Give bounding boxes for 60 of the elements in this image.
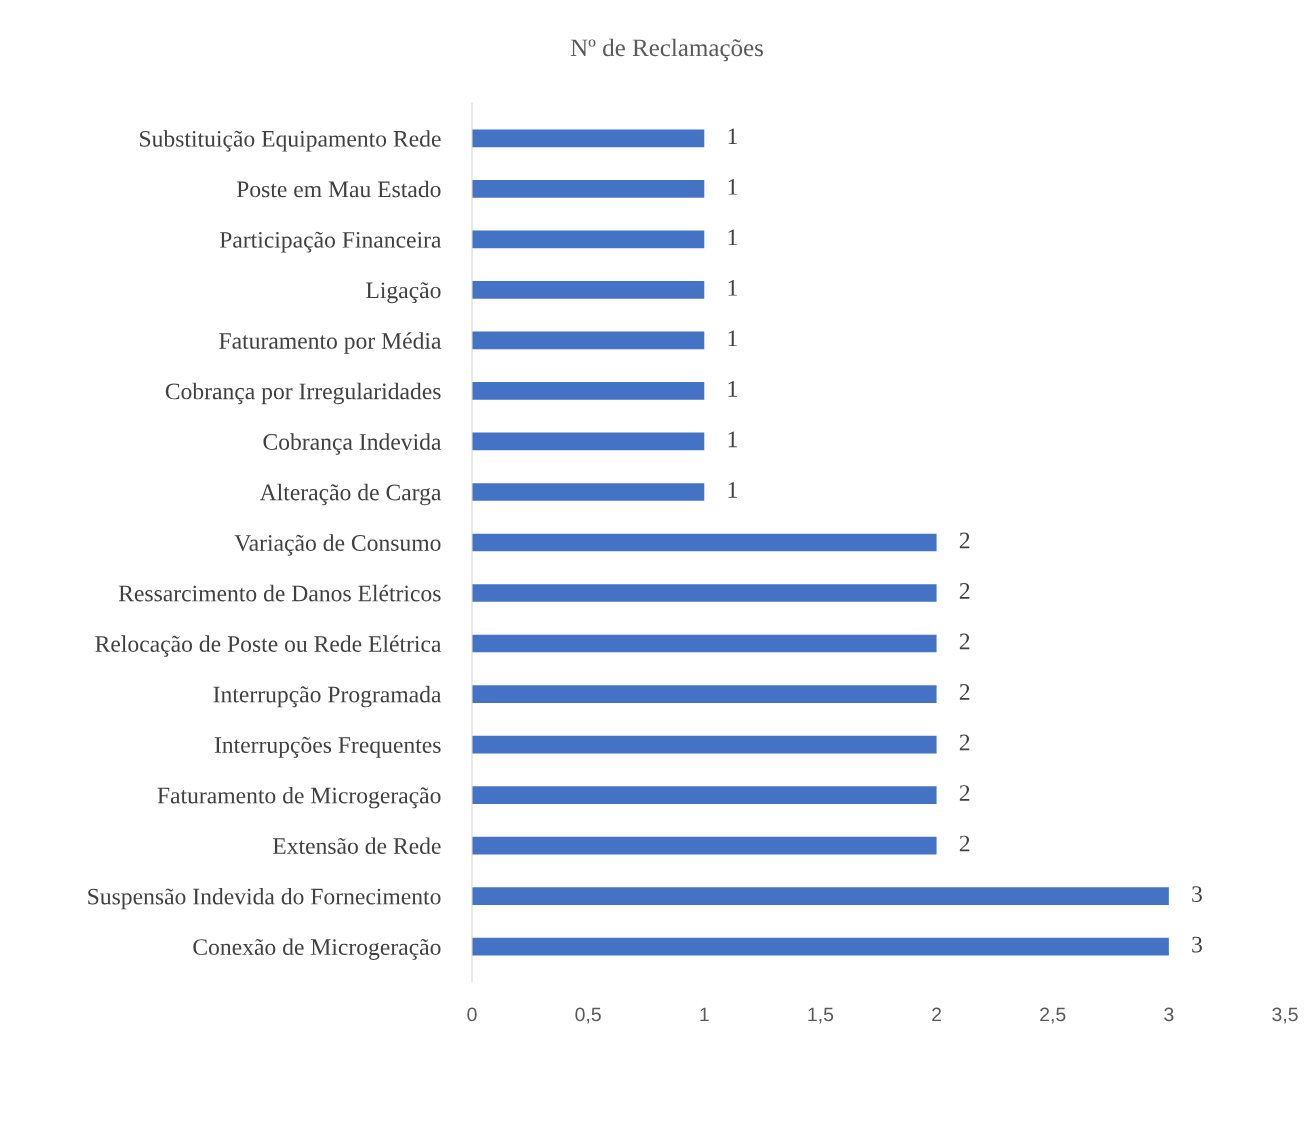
y-tick-label: Suspensão Indevida do Fornecimento [88,887,441,910]
bar [472,331,705,350]
bar [472,129,705,148]
bar [472,887,1169,905]
bar [472,634,937,653]
x-tick-label: 1,5 [808,1007,834,1024]
bar [472,432,705,451]
bar [472,382,705,400]
x-tick-label: 3 [1164,1007,1174,1022]
bar [472,786,937,804]
data-label: 1 [728,178,737,195]
y-tick-label: Interrupção Programada [213,685,442,708]
y-tick-label: Cobrança Indevida [263,433,442,455]
x-tick-label: 1 [700,1007,709,1022]
x-tick-label: 0,5 [575,1007,601,1024]
data-label: 2 [959,532,970,549]
bar [472,584,937,602]
data-label: 2 [959,633,970,650]
y-tick-label: Faturamento de Microgeração [157,786,441,809]
data-label: 2 [959,734,970,751]
data-label: 2 [959,785,970,801]
y-tick-label: Ligação [366,282,441,304]
y-tick-label: Substituição Equipamento Rede [140,130,441,152]
x-tick-label: 2 [932,1007,941,1022]
y-tick-label: Conexão de Microgeração [193,938,441,960]
bar [472,230,705,249]
data-label: 1 [728,229,737,246]
bar [472,836,937,855]
y-tick-label: Cobrança por Irregularidades [165,382,441,405]
y-tick-label: Faturamento por Média [219,332,442,354]
data-label: 2 [959,835,970,852]
y-tick-label: Alteração de Carga [259,483,442,506]
data-label: 3 [1192,886,1202,903]
x-tick-label: 0 [467,1007,477,1022]
bar [472,937,1169,956]
y-tick-label: Relocação de Poste ou Rede Elétrica [95,635,442,657]
data-label: 1 [728,280,737,296]
bar [472,685,937,703]
x-tick-label: 2,5 [1040,1007,1066,1024]
y-tick-label: Ressarcimento de Danos Elétricos [118,584,441,602]
chart-title: Nº de Reclamações [570,38,763,62]
bar [472,735,937,754]
y-tick-label: Poste em Mau Estado [236,180,441,198]
bar [472,483,705,501]
y-tick-label: Extensão de Rede [272,837,441,855]
bar [472,180,705,198]
data-label: 1 [728,482,737,498]
data-label: 1 [728,330,737,347]
data-label: 1 [728,128,737,145]
data-label: 3 [1192,936,1202,953]
data-label: 2 [959,684,970,700]
y-tick-label: Participação Financeira [219,231,442,253]
bar [472,533,937,552]
y-tick-label: Variação de Consumo [234,534,441,556]
data-label: 1 [728,431,737,448]
x-tick-label: 3,5 [1272,1007,1298,1024]
data-label: 2 [959,583,970,599]
data-label: 1 [728,381,737,397]
bar [472,281,705,299]
y-tick-label: Interrupções Frequentes [214,736,441,758]
